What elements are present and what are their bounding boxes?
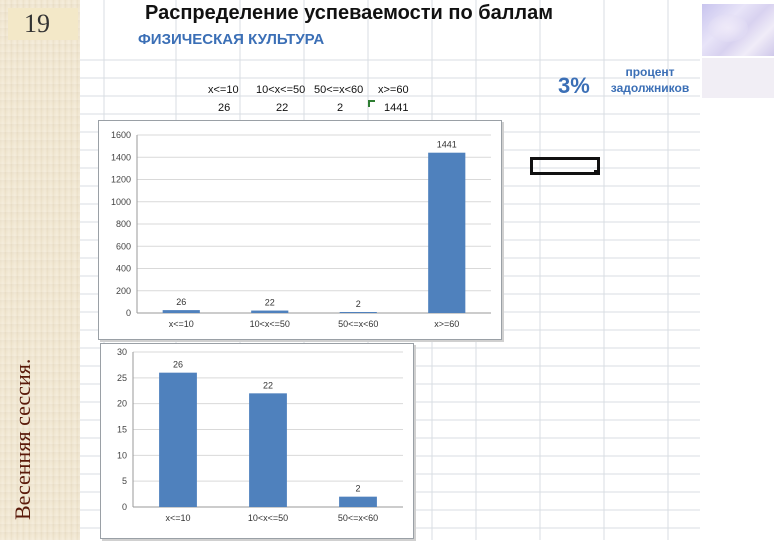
y-tick-label: 1600 <box>111 130 131 140</box>
bar <box>339 312 377 313</box>
table-value-cell: 26 <box>218 102 231 114</box>
y-tick-label: 30 <box>117 347 127 357</box>
y-tick-label: 20 <box>117 399 127 409</box>
y-tick-label: 10 <box>117 450 127 460</box>
debtors-label-line2: задолжников <box>610 81 690 95</box>
debtors-label-line1: процент <box>625 65 675 79</box>
x-tick-label: 50<=x<60 <box>338 513 378 523</box>
data-label: 1441 <box>437 140 457 150</box>
chart-low-groups: 0 5 10 15 20 25 30 26 x<=10 22 10<x<=50 2 50<=x<60 <box>100 343 414 539</box>
data-label: 22 <box>265 298 275 308</box>
y-tick-label: 400 <box>116 264 131 274</box>
data-label: 2 <box>356 299 361 309</box>
table-header-cell: x>=60 <box>378 84 409 96</box>
side-caption: Весенняя сессия. <box>10 358 35 520</box>
x-tick-label: x>=60 <box>434 319 459 329</box>
data-label: 2 <box>355 484 360 494</box>
y-tick-label: 200 <box>116 286 131 296</box>
y-tick-label: 0 <box>122 502 127 512</box>
x-tick-label: 50<=x<60 <box>338 319 378 329</box>
x-tick-label: x<=10 <box>169 319 194 329</box>
selected-cell[interactable] <box>530 157 600 175</box>
bar <box>249 393 287 507</box>
y-tick-label: 1000 <box>111 197 131 207</box>
chart-all-groups: 0 200 400 600 800 1000 1200 1400 1600 26 x<=10 22 10… <box>98 120 502 340</box>
debtors-percent: 3% <box>558 73 590 98</box>
bar <box>251 310 289 313</box>
corner-decorative-image <box>702 4 774 56</box>
data-label: 22 <box>263 380 273 390</box>
y-tick-label: 15 <box>117 425 127 435</box>
chart-low-groups-svg: 0 5 10 15 20 25 30 26 x<=10 22 10<x<=50 2 50<=x<60 <box>117 347 403 523</box>
x-tick-label: 10<x<=50 <box>248 513 288 523</box>
y-tick-label: 1200 <box>111 175 131 185</box>
left-decorative-strip <box>0 0 80 540</box>
debtors-label: процент задолжников <box>600 64 700 96</box>
data-label: 26 <box>173 360 183 370</box>
y-tick-label: 25 <box>117 373 127 383</box>
table-header-cell: 50<=x<60 <box>314 84 364 96</box>
data-label: 26 <box>176 297 186 307</box>
page-title: Распределение успеваемости по баллам <box>145 2 554 24</box>
x-tick-label: 10<x<=50 <box>250 319 290 329</box>
table-header-cell: 10<x<=50 <box>256 84 306 96</box>
table-value-cell: 2 <box>337 102 344 114</box>
bar <box>428 152 466 313</box>
subject-subtitle: ФИЗИЧЕСКАЯ КУЛЬТУРА <box>138 31 325 48</box>
table-value-cell: 22 <box>276 102 289 114</box>
chart-all-groups-svg: 0 200 400 600 800 1000 1200 1400 1600 26 x<=10 22 10… <box>111 130 491 329</box>
y-tick-label: 800 <box>116 219 131 229</box>
bar <box>159 372 197 507</box>
fill-handle[interactable] <box>594 170 598 174</box>
table-header-cell: x<=10 <box>208 84 239 96</box>
y-tick-label: 0 <box>126 308 131 318</box>
cell-marker-icon <box>368 100 375 107</box>
x-tick-label: x<=10 <box>165 513 190 523</box>
bar <box>162 310 200 313</box>
slide-number: 19 <box>8 8 78 40</box>
y-tick-label: 600 <box>116 241 131 251</box>
y-tick-label: 5 <box>122 476 127 486</box>
bar <box>339 496 377 507</box>
table-value-cell: 1441 <box>384 102 409 114</box>
y-tick-label: 1400 <box>111 152 131 162</box>
corner-decorative-fade <box>702 58 774 98</box>
